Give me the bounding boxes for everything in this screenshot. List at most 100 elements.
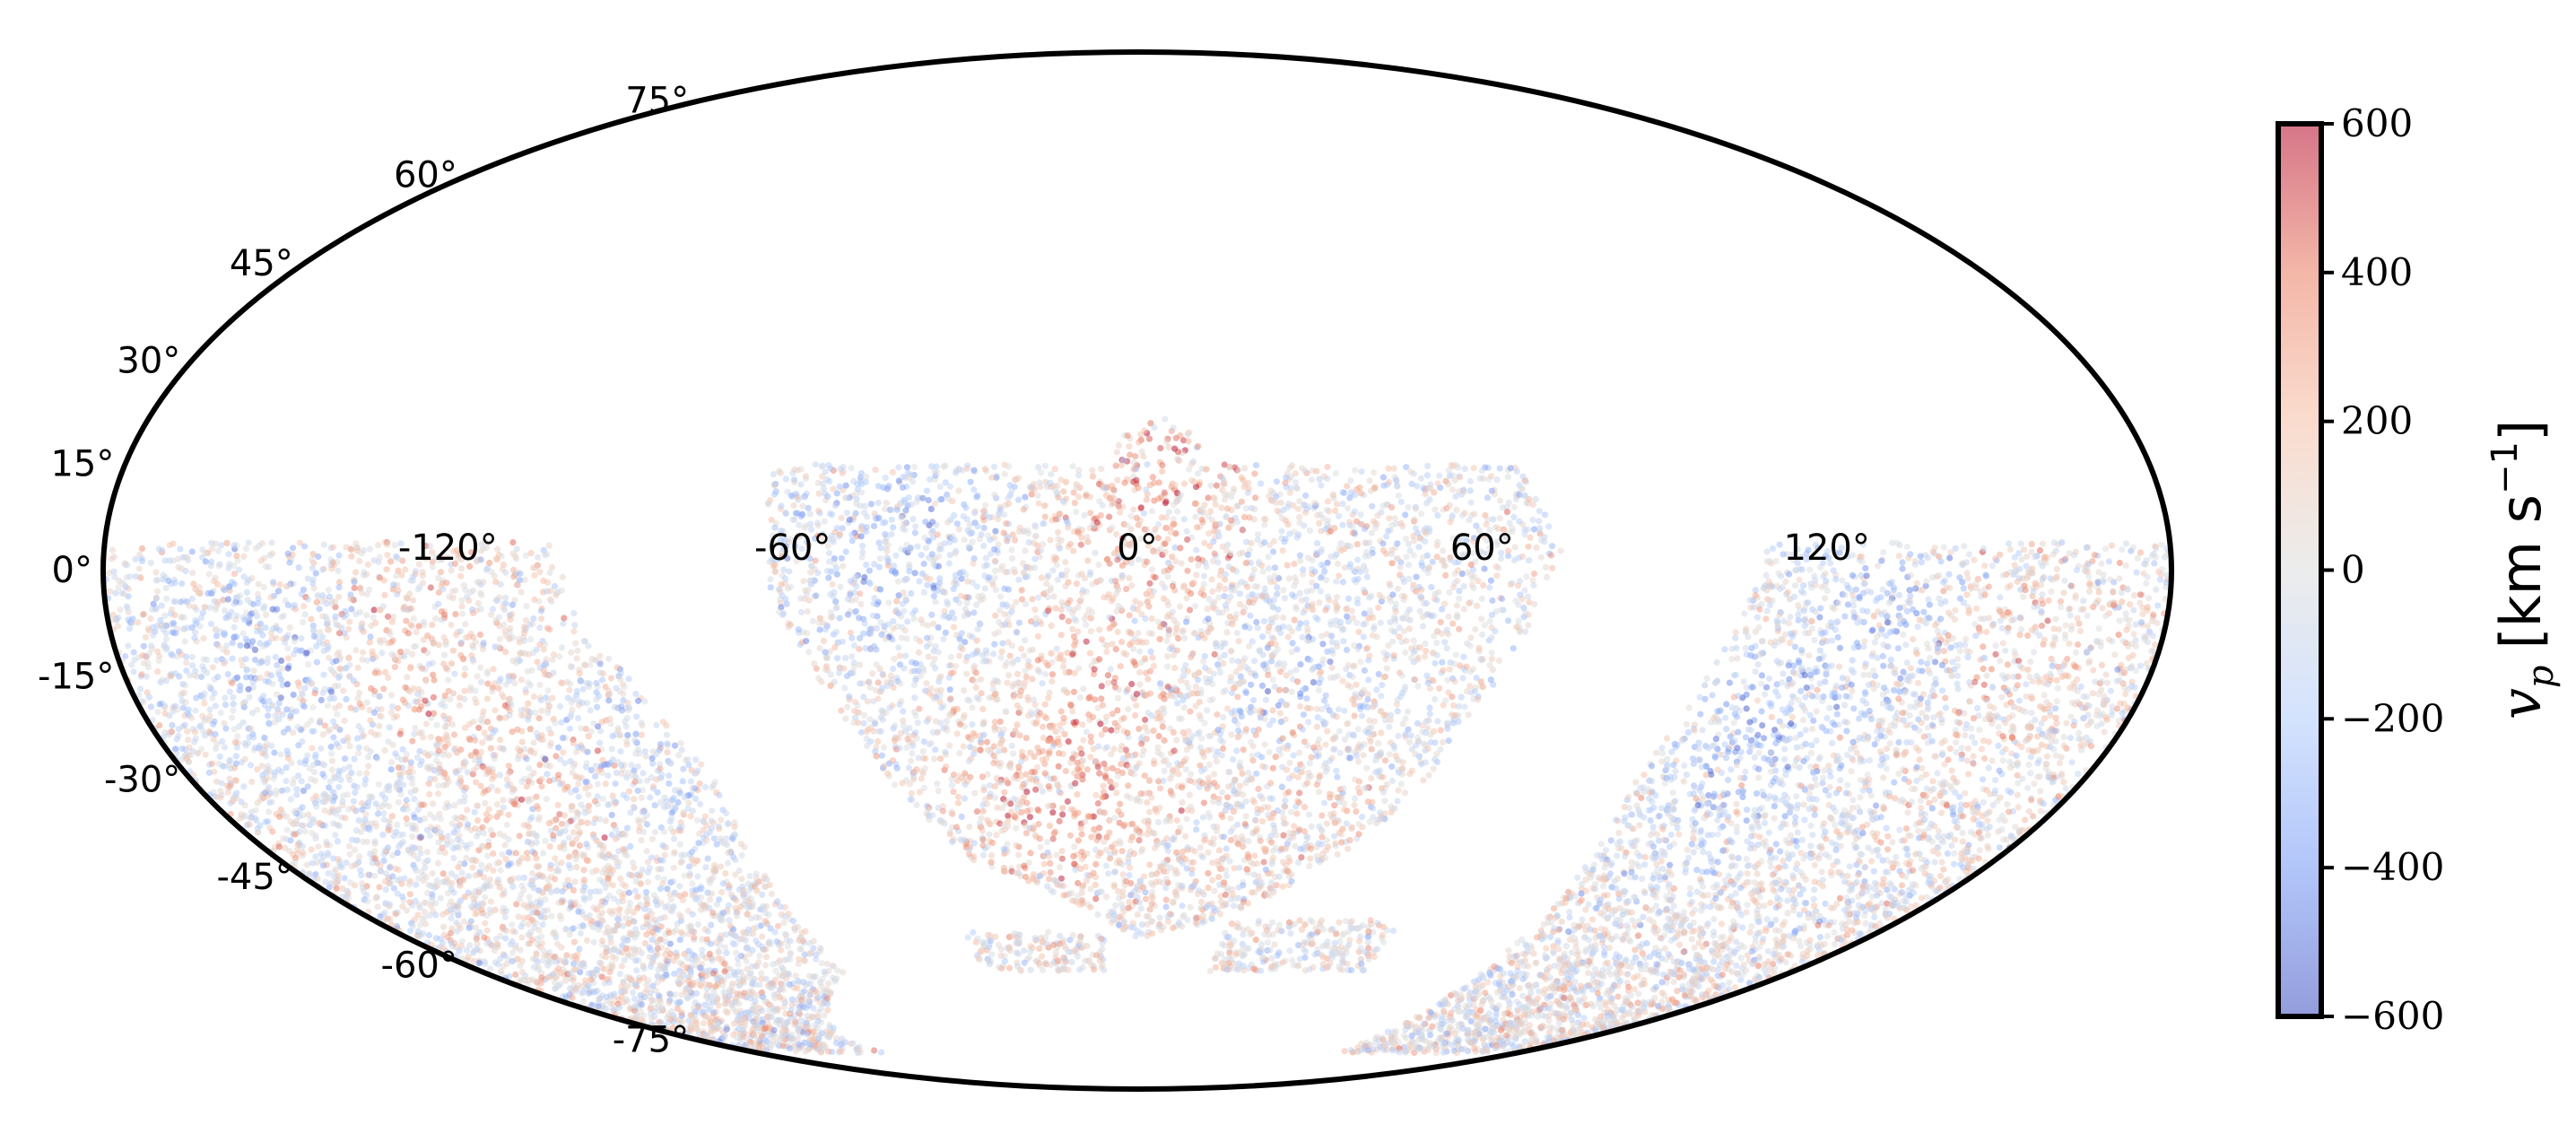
scatter-point [223,539,231,547]
scatter-point [1023,735,1030,742]
scatter-point [1762,615,1770,623]
scatter-point [1474,602,1481,610]
scatter-point [1810,895,1817,903]
scatter-point [1102,894,1110,901]
scatter-point [1108,727,1115,734]
scatter-point [2058,539,2066,546]
scatter-point [911,529,918,536]
scatter-point [1080,685,1087,693]
scatter-point [1489,597,1496,605]
scatter-point [192,667,199,675]
scatter-point [1730,672,1737,679]
scatter-point [1922,771,1929,778]
scatter-point [1205,732,1213,740]
scatter-point [1664,755,1671,763]
scatter-point [675,752,683,759]
scatter-point [1029,676,1036,683]
scatter-point [1040,860,1048,867]
scatter-point [1021,652,1028,659]
scatter-point [640,770,647,777]
scatter-point [1488,656,1496,663]
scatter-point [594,780,602,788]
scatter-point [1505,499,1512,506]
scatter-point [345,654,352,662]
scatter-point [1070,547,1077,554]
scatter-point [743,957,750,965]
scatter-point [1781,755,1788,763]
scatter-point [1742,644,1749,652]
scatter-point [356,853,363,860]
scatter-point [762,954,770,961]
scatter-point [963,670,970,677]
scatter-point [928,611,936,618]
scatter-point [1470,465,1477,472]
scatter-point [1140,510,1147,517]
scatter-point [1995,742,2002,750]
scatter-point [1615,830,1623,837]
scatter-point [1233,630,1240,637]
scatter-point [1981,562,1989,570]
scatter-point [974,625,981,633]
scatter-point [1340,638,1347,645]
scatter-point [326,593,334,600]
scatter-point [1117,800,1124,807]
scatter-point [1207,482,1214,489]
scatter-point [593,689,600,696]
scatter-point [1136,600,1144,607]
scatter-point [1446,472,1453,480]
scatter-point [1057,632,1065,639]
scatter-point [1083,850,1091,858]
scatter-point [423,849,431,856]
scatter-point [1754,614,1762,621]
scatter-point [1223,872,1231,880]
scatter-point [335,552,343,559]
scatter-point [247,762,255,769]
scatter-point [1959,829,1966,837]
scatter-point [1394,708,1401,715]
scatter-point [805,504,812,511]
scatter-point [1198,898,1205,906]
scatter-point [1071,500,1078,507]
scatter-point [343,695,350,703]
scatter-point [1392,608,1399,615]
scatter-point [1868,858,1875,865]
scatter-point [2024,784,2032,792]
scatter-point [1897,675,1904,682]
scatter-point [1291,823,1298,830]
scatter-point [1725,776,1732,784]
scatter-point [1979,776,1987,783]
scatter-point [630,989,637,996]
scatter-point [1221,592,1228,600]
scatter-point [1252,828,1259,835]
scatter-point [1308,476,1315,484]
scatter-point [1568,949,1575,956]
scatter-point [1816,647,1823,654]
scatter-point [1038,574,1045,581]
scatter-point [830,485,837,493]
scatter-point [1466,487,1474,494]
scatter-point [934,780,941,788]
scatter-point [1258,967,1265,974]
scatter-point [1402,734,1409,741]
scatter-point [732,941,739,948]
scatter-point [1914,679,1922,687]
scatter-point [1160,777,1167,785]
scatter-point [1926,834,1933,841]
scatter-point [1985,583,1992,590]
scatter-point [1060,488,1067,495]
scatter-point [1742,768,1749,775]
scatter-point [1060,663,1067,670]
scatter-point [1042,670,1049,678]
scatter-point [1323,820,1330,827]
scatter-point [953,663,960,670]
scatter-point [1143,496,1150,503]
scatter-point [657,866,665,873]
scatter-point [605,655,613,662]
scatter-point [1932,622,1939,629]
scatter-point [1744,870,1751,877]
scatter-point [1832,682,1840,690]
scatter-point [250,667,257,675]
scatter-point [1274,590,1281,597]
scatter-point [419,580,427,587]
scatter-point [1358,813,1366,821]
